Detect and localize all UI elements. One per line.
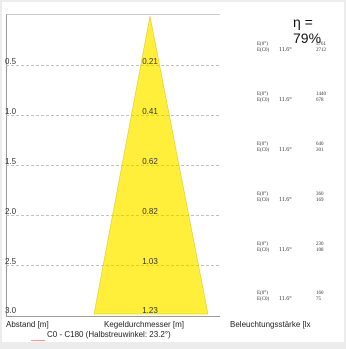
distance-label: 1.0 (5, 107, 17, 116)
cone-diameter-label: 1.03 (142, 257, 158, 266)
ec0-value: 301 (316, 148, 324, 153)
e0-key: E(0°) (257, 92, 268, 97)
e0-value: 160 (316, 291, 324, 296)
beam-angle: 11.6° (279, 197, 292, 203)
ec0-value: 169 (316, 198, 324, 203)
e0-key: E(0°) (257, 42, 268, 47)
e0-key: E(0°) (257, 291, 268, 296)
e0-value: 230 (316, 242, 324, 247)
legend-label: C0 - C180 (Halbstreuwinkel: 23.2°) (47, 330, 171, 339)
ec0-key: E(C0) (257, 98, 270, 103)
gridline (6, 265, 219, 266)
legend-line (31, 340, 45, 341)
illuminance-block: E(0°) E(C0) 11.6° 160 75 (257, 291, 346, 319)
ec0-value: 2712 (316, 48, 326, 53)
gridline (6, 215, 219, 216)
ec0-key: E(C0) (257, 248, 270, 253)
ec0-value: 678 (316, 98, 324, 103)
e0-key: E(0°) (257, 242, 268, 247)
gridline (6, 165, 219, 166)
cone-diameter-label: 0.62 (142, 157, 158, 166)
diameter-axis-label: Kegeldurchmesser [m] (104, 320, 185, 329)
e0-value: 640 (316, 142, 324, 147)
distance-label: 3.0 (5, 306, 17, 315)
ec0-key: E(C0) (257, 48, 270, 53)
illuminance-block: E(0°) E(C0) 11.6° 5761 2712 (257, 42, 346, 70)
beam-angle: 11.6° (279, 97, 292, 103)
illuminance-block: E(0°) E(C0) 11.6° 360 169 (257, 192, 346, 220)
cone-diameter-label: 0.41 (142, 107, 158, 116)
gridline (6, 65, 219, 66)
illuminance-axis-label: Beleuchtungsstärke [lx (230, 320, 311, 329)
e0-key: E(0°) (257, 142, 268, 147)
e0-value: 1440 (316, 92, 326, 97)
ec0-key: E(C0) (257, 198, 270, 203)
beam-angle: 11.6° (279, 247, 292, 253)
efficiency-label: η = 79% (293, 14, 322, 46)
distance-label: 0.5 (5, 57, 17, 66)
ec0-value: 75 (316, 297, 321, 302)
e0-key: E(0°) (257, 192, 268, 197)
beam-angle: 11.6° (279, 147, 292, 153)
distance-axis-label: Abstand [m] (6, 320, 49, 329)
illuminance-block: E(0°) E(C0) 11.6° 640 301 (257, 142, 346, 170)
ec0-key: E(C0) (257, 148, 270, 153)
isolux-cone-diagram: 0.5 1.0 1.5 2.0 2.5 3.0 0.21 0.41 0.62 0… (2, 2, 344, 342)
cone-diameter-label: 0.82 (142, 207, 158, 216)
illuminance-block: E(0°) E(C0) 11.6° 1440 678 (257, 92, 346, 120)
beam-angle: 11.6° (279, 296, 292, 302)
cone-diameter-label: 1.23 (142, 306, 158, 315)
distance-label: 2.5 (5, 257, 17, 266)
illuminance-block: E(0°) E(C0) 11.6° 230 108 (257, 242, 346, 270)
e0-value: 5761 (316, 42, 326, 47)
ec0-value: 108 (316, 248, 324, 253)
distance-label: 2.0 (5, 207, 17, 216)
cone-diameter-label: 0.21 (142, 57, 158, 66)
distance-label: 1.5 (5, 157, 17, 166)
gridline (6, 115, 219, 116)
e0-value: 360 (316, 192, 324, 197)
ec0-key: E(C0) (257, 297, 270, 302)
beam-angle: 11.6° (279, 47, 292, 53)
